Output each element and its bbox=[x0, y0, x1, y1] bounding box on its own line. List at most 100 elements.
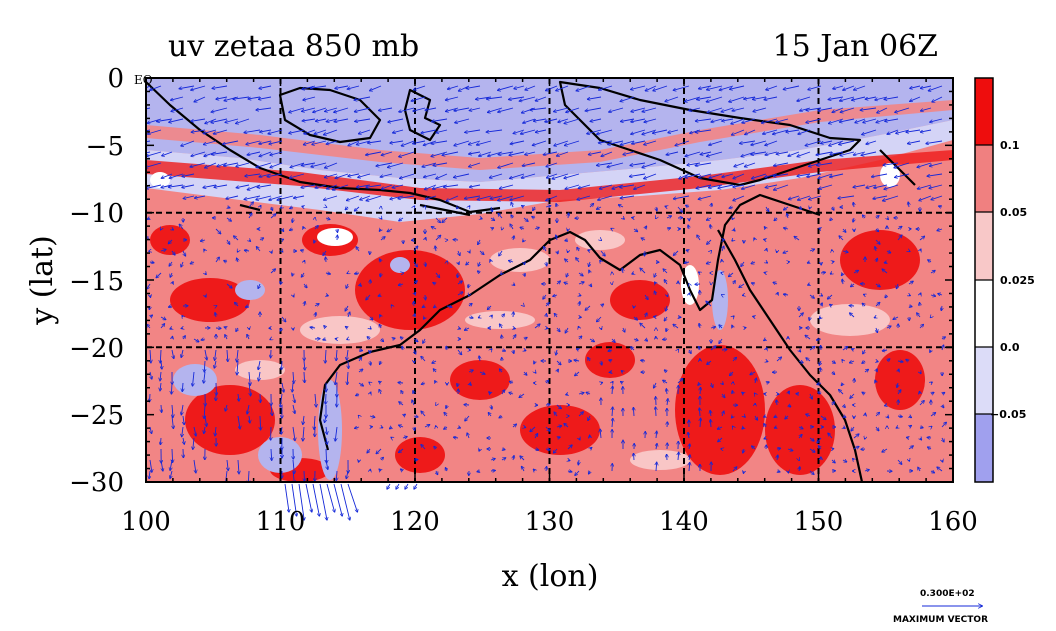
wind-vector-arrow bbox=[345, 327, 348, 328]
wind-vector-arrow bbox=[578, 282, 584, 284]
wind-vector-arrow bbox=[740, 140, 756, 143]
wind-vector-arrow bbox=[882, 350, 888, 351]
wind-vector-arrow bbox=[620, 96, 635, 101]
wind-vector-arrow bbox=[645, 226, 647, 229]
y-tick-label: −15 bbox=[69, 267, 124, 297]
wind-vector-arrow bbox=[862, 129, 877, 135]
wind-vector-arrow bbox=[874, 317, 876, 318]
wind-vector-arrow bbox=[853, 203, 854, 208]
wind-vector-arrow bbox=[706, 301, 712, 307]
wind-vector-arrow bbox=[400, 337, 403, 339]
wind-vector-arrow bbox=[247, 151, 261, 155]
wind-vector-arrow bbox=[334, 118, 349, 122]
wind-vector-arrow bbox=[872, 173, 888, 177]
wind-vector-arrow bbox=[699, 173, 712, 178]
wind-vector-arrow bbox=[535, 372, 536, 373]
wind-vector-arrow bbox=[809, 316, 810, 320]
wind-vector-arrow bbox=[695, 162, 712, 166]
wind-vector-arrow bbox=[356, 247, 360, 252]
wind-vector-arrow bbox=[929, 162, 943, 166]
wind-vector-arrow bbox=[271, 251, 272, 253]
wind-vector-arrow bbox=[314, 226, 318, 230]
wind-vector-arrow bbox=[864, 369, 868, 372]
wind-vector-arrow bbox=[719, 85, 734, 90]
wind-vector-arrow bbox=[323, 339, 326, 340]
wind-vector-arrow bbox=[621, 118, 635, 122]
wind-vector-arrow bbox=[645, 313, 647, 318]
wind-vector-arrow bbox=[315, 313, 316, 318]
wind-vector-arrow bbox=[215, 349, 216, 360]
wind-vector-arrow bbox=[303, 96, 316, 100]
wind-vector-arrow bbox=[545, 303, 549, 307]
wind-vector-arrow bbox=[370, 85, 382, 91]
wind-vector-arrow bbox=[348, 173, 360, 176]
wind-vector-arrow bbox=[565, 184, 580, 189]
wind-vector-arrow bbox=[842, 360, 843, 361]
wind-vector-arrow bbox=[689, 107, 701, 111]
wind-vector-arrow bbox=[654, 382, 656, 388]
wind-vector-arrow bbox=[431, 140, 448, 144]
wind-vector-arrow bbox=[842, 347, 848, 351]
wind-vector-arrow bbox=[191, 151, 206, 156]
wind-vector-arrow bbox=[557, 369, 558, 372]
wind-vector-arrow bbox=[227, 349, 228, 362]
wind-vector-arrow bbox=[917, 313, 921, 318]
wind-vector-arrow bbox=[212, 151, 228, 154]
wind-vector-arrow bbox=[607, 162, 624, 167]
wind-vector-arrow bbox=[226, 195, 239, 199]
wind-vector-arrow bbox=[566, 272, 568, 277]
wind-vector-arrow bbox=[797, 96, 811, 101]
wind-vector-arrow bbox=[675, 140, 690, 146]
wind-vector-arrow bbox=[391, 305, 392, 306]
wind-vector-arrow bbox=[731, 118, 745, 124]
wind-vector-arrow bbox=[612, 382, 613, 383]
y-tick-label: −30 bbox=[69, 468, 124, 498]
wind-vector-arrow bbox=[225, 335, 227, 340]
wind-vector-arrow bbox=[345, 207, 348, 210]
wind-vector-arrow bbox=[809, 346, 815, 351]
wind-vector-arrow bbox=[839, 118, 855, 122]
wind-vector-arrow bbox=[183, 250, 186, 256]
wind-vector-arrow bbox=[146, 140, 151, 143]
chart-title-left: uv zetaa 850 mb bbox=[168, 29, 419, 64]
wind-vector-arrow bbox=[897, 226, 902, 229]
wind-vector-arrow bbox=[147, 325, 151, 329]
wind-vector-arrow bbox=[270, 151, 283, 155]
wind-vector-arrow bbox=[333, 483, 342, 516]
wind-vector-arrow bbox=[381, 151, 393, 155]
wind-vector-arrow bbox=[546, 380, 548, 383]
wind-vector-arrow bbox=[169, 118, 184, 122]
wind-vector-arrow bbox=[910, 96, 921, 101]
wind-vector-arrow bbox=[524, 273, 525, 276]
wind-vector-arrow bbox=[600, 260, 601, 262]
wind-vector-arrow bbox=[937, 229, 943, 231]
wind-vector-arrow bbox=[534, 118, 547, 121]
wind-vector-arrow bbox=[491, 206, 492, 212]
wind-vector-arrow bbox=[236, 118, 250, 124]
wind-vector-arrow bbox=[633, 229, 638, 232]
wind-vector-arrow bbox=[259, 238, 264, 240]
wind-vector-arrow bbox=[256, 107, 272, 110]
wind-vector-arrow bbox=[314, 129, 327, 134]
wind-vector-arrow bbox=[490, 195, 503, 199]
wind-vector-arrow bbox=[425, 294, 426, 300]
negative-band-shallow bbox=[146, 120, 953, 222]
wind-vector-arrow bbox=[478, 261, 480, 266]
wind-vector-arrow bbox=[479, 250, 484, 254]
wind-vector-arrow bbox=[260, 129, 272, 132]
wind-vector-arrow bbox=[598, 140, 613, 143]
wind-vector-arrow bbox=[732, 218, 733, 219]
wind-vector-arrow bbox=[237, 360, 238, 375]
wind-vector-arrow bbox=[828, 294, 833, 299]
wind-vector-arrow bbox=[314, 304, 319, 306]
wind-vector-arrow bbox=[753, 316, 755, 317]
wind-vector-arrow bbox=[766, 85, 778, 90]
wind-vector-arrow bbox=[359, 284, 361, 286]
wind-vector-arrow bbox=[666, 216, 671, 218]
wind-vector-arrow bbox=[832, 107, 844, 112]
wind-vector-arrow bbox=[169, 306, 173, 307]
wind-vector-arrow bbox=[226, 283, 232, 288]
wind-vector-arrow bbox=[920, 85, 932, 88]
wind-vector-arrow bbox=[466, 85, 481, 88]
wind-vector-arrow bbox=[732, 325, 733, 328]
